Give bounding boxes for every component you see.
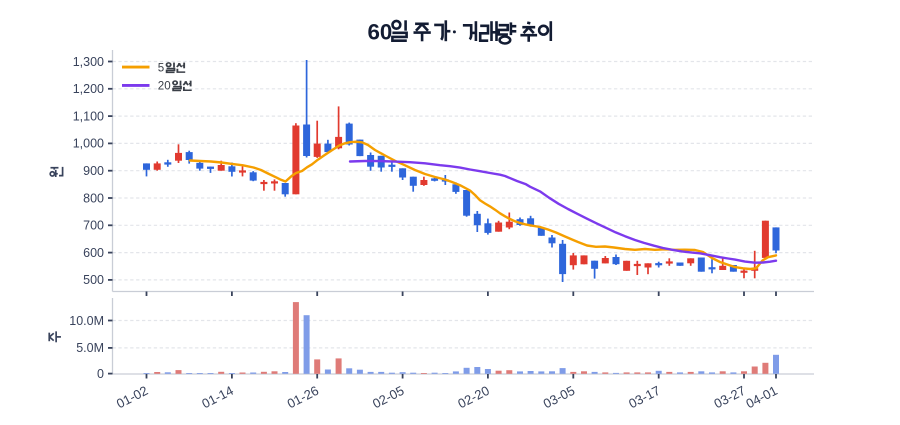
svg-text:0: 0 [97, 367, 104, 381]
svg-text:600: 600 [83, 246, 104, 260]
svg-text:20: 20 [158, 80, 171, 93]
svg-text:700: 700 [83, 219, 104, 233]
svg-text:1,100: 1,100 [73, 109, 104, 123]
svg-text:10.0M: 10.0M [69, 314, 104, 328]
svg-text:800: 800 [83, 191, 104, 205]
svg-text:5.0M: 5.0M [76, 341, 104, 355]
svg-text:1,200: 1,200 [73, 82, 104, 96]
svg-text:900: 900 [83, 164, 104, 178]
svg-text:500: 500 [83, 273, 104, 287]
svg-text:1,300: 1,300 [73, 55, 104, 69]
svg-text:1,000: 1,000 [73, 137, 104, 151]
svg-text:5: 5 [158, 62, 164, 75]
svg-text:60: 60 [368, 19, 393, 44]
